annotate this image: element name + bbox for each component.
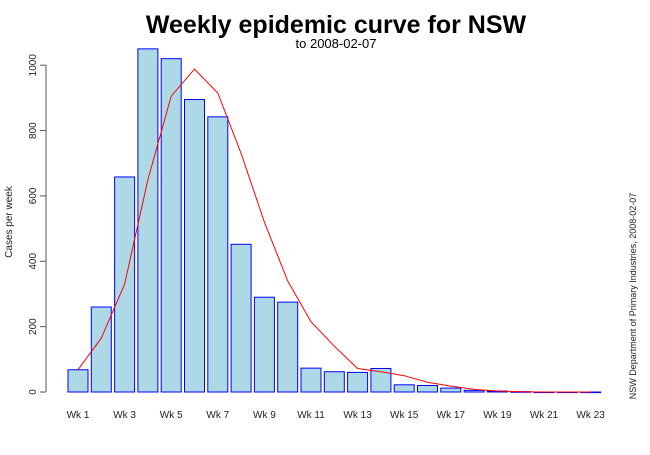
x-tick-label-wk-23: Wk 23 <box>576 410 605 421</box>
bar-wk-6 <box>185 100 205 392</box>
bar-wk-5 <box>161 59 181 392</box>
bar-wk-1 <box>68 370 88 392</box>
bar-wk-12 <box>324 372 344 392</box>
x-tick-label-wk-15: Wk 15 <box>390 410 419 421</box>
bar-wk-16 <box>418 385 438 392</box>
x-tick-label-wk-17: Wk 17 <box>437 410 466 421</box>
bar-wk-9 <box>254 297 274 392</box>
x-tick-label-wk-21: Wk 21 <box>530 410 559 421</box>
chart-subtitle: to 2008-02-07 <box>296 36 377 51</box>
y-tick-label-600: 600 <box>28 187 39 204</box>
bar-wk-15 <box>394 385 414 392</box>
chart-title: Weekly epidemic curve for NSW <box>146 11 527 39</box>
y-tick-label-0: 0 <box>28 389 39 395</box>
bar-wk-13 <box>348 372 368 392</box>
y-tick-label-400: 400 <box>28 253 39 270</box>
bar-wk-2 <box>91 307 111 392</box>
bar-wk-7 <box>208 117 228 392</box>
x-tick-label-wk-1: Wk 1 <box>67 410 90 421</box>
x-tick-label-wk-3: Wk 3 <box>113 410 136 421</box>
y-tick-label-1000: 1000 <box>28 54 39 77</box>
y-axis-label: Cases per week <box>4 185 15 258</box>
x-tick-label-wk-19: Wk 19 <box>483 410 512 421</box>
x-tick-label-wk-7: Wk 7 <box>206 410 229 421</box>
bar-wk-11 <box>301 368 321 392</box>
bar-wk-4 <box>138 49 158 392</box>
bar-wk-8 <box>231 244 251 392</box>
bar-wk-10 <box>278 302 298 392</box>
y-tick-label-800: 800 <box>28 122 39 139</box>
x-tick-label-wk-5: Wk 5 <box>160 410 183 421</box>
bar-wk-17 <box>441 388 461 392</box>
x-tick-label-wk-11: Wk 11 <box>297 410 325 421</box>
x-tick-label-wk-9: Wk 9 <box>253 410 276 421</box>
y-tick-label-200: 200 <box>28 318 39 335</box>
bar-wk-18 <box>464 390 484 392</box>
credit-text: NSW Department of Primary Industries, 20… <box>628 193 638 400</box>
plot-area: 0 200 400 600 800 1000 Wk 1 Wk 3 Wk 5 Wk 7 Wk 9 Wk … <box>28 49 605 421</box>
x-tick-label-wk-13: Wk 13 <box>343 410 372 421</box>
